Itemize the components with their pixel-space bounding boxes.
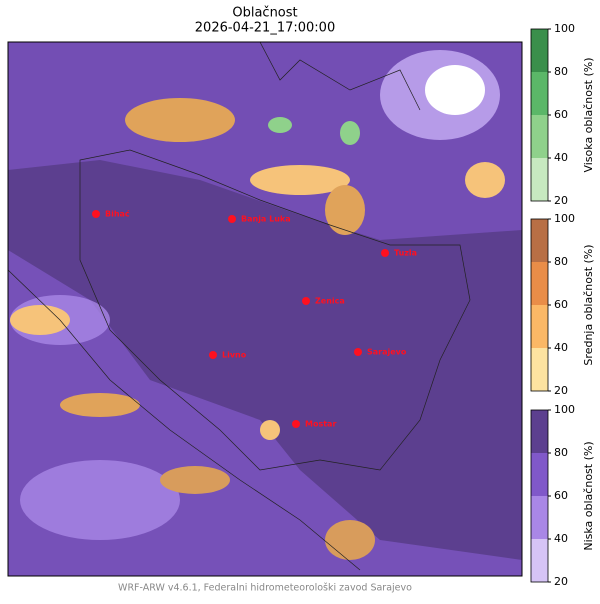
city-label: Bihać [105,209,130,219]
colorbar-tick-label: 80 [554,446,568,459]
city-marker [228,215,236,223]
city-marker [354,348,362,356]
colorbar-tick-label: 40 [554,151,568,164]
colorbar-tick-label: 80 [554,65,568,78]
city-label: Tuzla [394,249,417,258]
colorbar-band [531,29,548,72]
colorbar-band [531,539,548,582]
colorbar-tick-label: 20 [554,194,568,207]
colorbar-tick-label: 100 [554,212,575,225]
colorbar-band [531,496,548,539]
cloud-field [8,42,522,576]
city-label: Mostar [305,420,336,429]
colorbar-tick-label: 40 [554,341,568,354]
colorbar-band [531,453,548,496]
city-label: Livno [222,351,247,360]
colorbar-tick-label: 20 [554,575,568,588]
title: Oblačnost [232,6,297,21]
colorbar-label: Visoka oblačnost (%) [582,57,595,172]
city-marker [292,420,300,428]
city-marker [302,297,310,305]
colorbar-band [531,158,548,201]
colorbar-tick-label: 80 [554,255,568,268]
colorbar-tick-label: 40 [554,532,568,545]
city-marker [381,249,389,257]
colorbar-label: Srednja oblačnost (%) [582,244,595,365]
colorbar-tick-label: 100 [554,22,575,35]
map-frame [7,41,523,577]
colorbar-tick-label: 100 [554,403,575,416]
city-label: Sarajevo [367,348,407,357]
city-label: Zenica [315,297,345,306]
city-marker [209,351,217,359]
colorbar-tick-label: 60 [554,489,568,502]
colorbar-band [531,410,548,453]
colorbar-tick-label: 60 [554,298,568,311]
colorbar-band [531,115,548,158]
footer: WRF-ARW v4.6.1, Federalni hidrometeorolo… [118,583,412,594]
city-marker [92,210,100,218]
colorbar-band [531,305,548,348]
colorbar-band [531,219,548,262]
city-label: Banja Luka [241,215,291,224]
colorbar-band [531,262,548,305]
colorbar-tick-label: 60 [554,108,568,121]
colorbar-tick-label: 20 [554,384,568,397]
subtitle: 2026-04-21_17:00:00 [195,21,335,36]
colorbar-band [531,348,548,391]
colorbar-label: Niska oblačnost (%) [582,441,595,550]
colorbar-band [531,72,548,115]
